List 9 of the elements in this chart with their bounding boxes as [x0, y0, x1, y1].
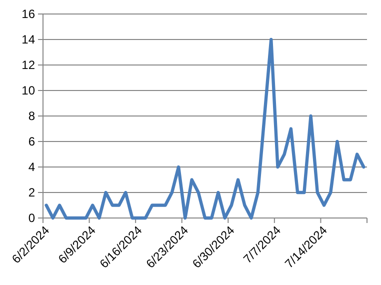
y-tick-label: 8 [28, 109, 36, 124]
y-tick-label: 2 [28, 186, 36, 200]
y-tick-label: 10 [22, 84, 36, 98]
y-tick-label: 14 [22, 32, 36, 47]
y-tick-label: 6 [28, 134, 36, 149]
y-tick-label: 0 [28, 211, 36, 226]
y-tick-label: 16 [22, 7, 36, 22]
y-tick-label: 4 [28, 160, 36, 174]
y-tick-label: 12 [22, 58, 36, 72]
